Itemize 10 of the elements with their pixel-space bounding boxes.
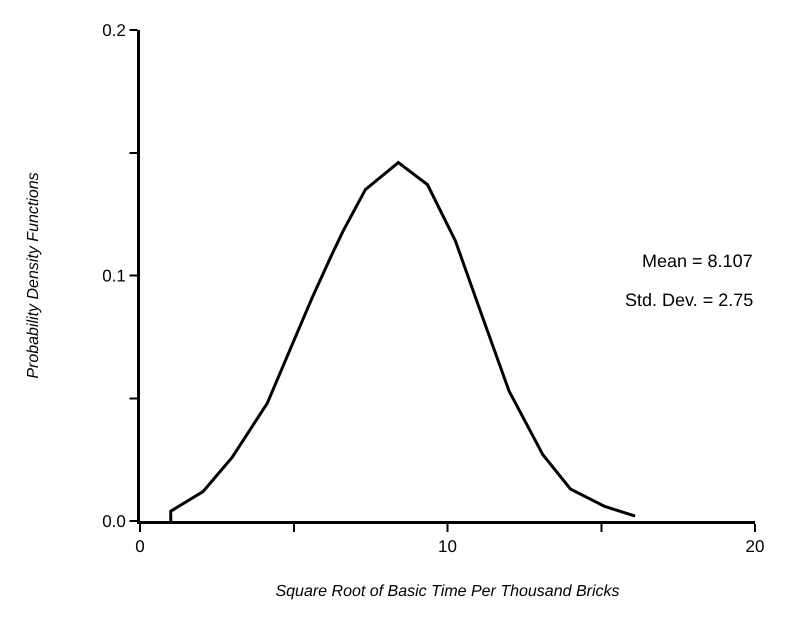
annotation: Std. Dev. = 2.75 [625, 290, 754, 310]
x-tick-label: 20 [746, 537, 764, 556]
x-tick-label: 0 [135, 537, 145, 556]
y-tick-label: 0.0 [102, 512, 126, 531]
y-axis-title: Probability Density Functions [25, 172, 42, 379]
annotation: Mean = 8.107 [642, 251, 753, 271]
y-tick-label: 0.2 [102, 20, 126, 40]
x-axis-title: Square Root of Basic Time Per Thousand Bricks [275, 582, 620, 600]
y-tick-label: 0.1 [102, 266, 126, 286]
x-tick-label: 10 [438, 537, 457, 556]
